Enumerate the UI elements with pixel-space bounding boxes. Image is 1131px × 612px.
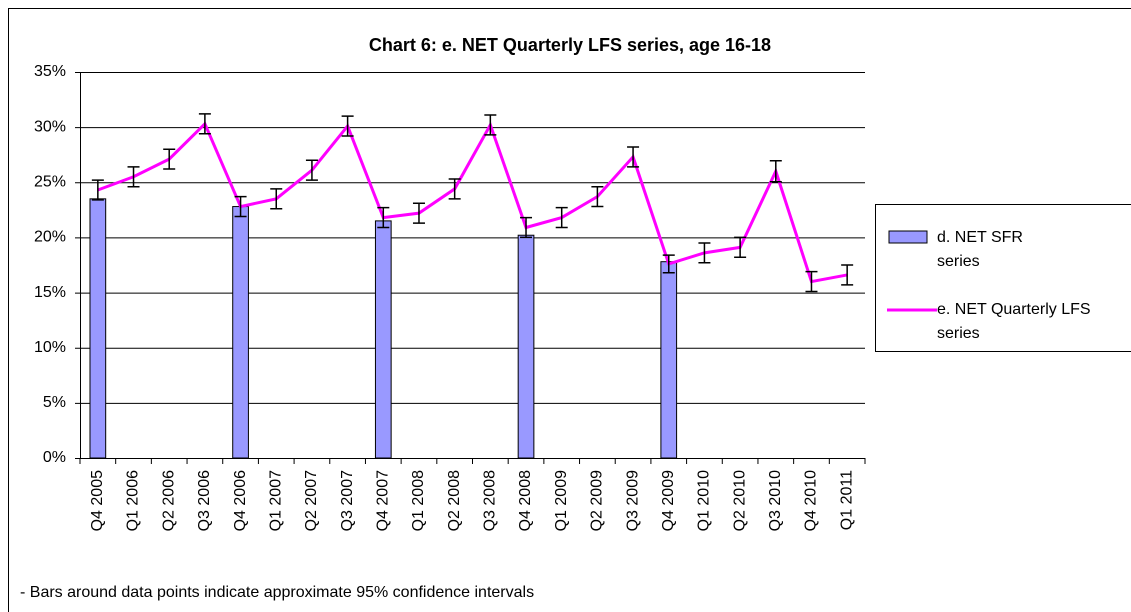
- error-bar: [448, 178, 461, 200]
- legend-label: e. NET Quarterly LFS series: [937, 301, 1091, 342]
- y-tick-label: 20%: [34, 229, 66, 246]
- error-bar: [805, 270, 818, 293]
- footnote: - Bars around data points indicate appro…: [20, 584, 534, 601]
- x-tick-label: Q1 2010: [696, 470, 713, 531]
- error-bar: [769, 160, 782, 183]
- y-tick-label: 0%: [43, 449, 66, 466]
- error-bar: [234, 195, 247, 218]
- x-tick-label: Q3 2007: [339, 470, 356, 531]
- chart-title: Chart 6: e. NET Quarterly LFS series, ag…: [369, 35, 771, 55]
- error-bar: [698, 242, 711, 264]
- x-tick-label: Q1 2011: [838, 470, 855, 530]
- x-tick-label: Q4 2009: [660, 470, 677, 531]
- line: [97, 121, 848, 284]
- error-bar: [555, 206, 568, 229]
- x-tick-label: Q2 2010: [731, 470, 748, 531]
- x-tick-label: Q2 2006: [160, 470, 177, 531]
- error-bar: [734, 236, 747, 259]
- x-tick-label: Q2 2007: [303, 470, 320, 531]
- x-tick-label: Q1 2009: [553, 470, 570, 531]
- legend-label: d. NET SFR series: [937, 229, 1023, 270]
- error-bar: [662, 254, 675, 274]
- y-tick-label: 5%: [43, 394, 66, 411]
- y-tick-label: 30%: [34, 118, 66, 135]
- x-tick-label: Q1 2006: [125, 470, 142, 531]
- x-tick-label: Q2 2008: [446, 470, 463, 531]
- bar: [89, 198, 107, 459]
- bar: [374, 220, 392, 459]
- error-bar: [91, 179, 104, 201]
- y-tick-label: 25%: [34, 174, 66, 191]
- error-bar: [484, 114, 497, 136]
- y-tick-label: 10%: [34, 339, 66, 356]
- error-bar: [270, 188, 283, 210]
- legend-box: [875, 204, 1131, 352]
- x-tick-label: Q4 2006: [232, 470, 249, 531]
- x-tick-label: Q4 2008: [517, 470, 534, 531]
- error-bar: [412, 202, 425, 224]
- error-bar: [163, 148, 176, 170]
- x-tick-label: Q4 2007: [375, 470, 392, 531]
- error-bar: [127, 166, 140, 188]
- error-bar: [627, 146, 640, 168]
- y-tick-label: 15%: [34, 284, 66, 301]
- legend-swatch: [888, 230, 928, 244]
- x-tick-label: Q3 2009: [624, 470, 641, 531]
- bar: [517, 234, 535, 459]
- error-bar: [591, 185, 604, 208]
- y-tick-label: 35%: [34, 63, 66, 80]
- x-tick-label: Q1 2007: [267, 470, 284, 531]
- error-bar: [520, 216, 533, 239]
- error-bar: [198, 113, 211, 135]
- error-bar: [841, 264, 854, 286]
- error-bar: [305, 159, 318, 181]
- x-tick-label: Q3 2008: [482, 470, 499, 531]
- x-tick-label: Q1 2008: [410, 470, 427, 531]
- x-tick-label: Q2 2009: [589, 470, 606, 531]
- error-bar: [341, 115, 354, 137]
- x-tick-label: Q4 2010: [803, 470, 820, 531]
- bar: [660, 261, 678, 459]
- x-tick-label: Q3 2006: [196, 470, 213, 531]
- x-tick-label: Q4 2005: [89, 470, 106, 531]
- bar: [232, 206, 249, 459]
- x-tick-label: Q3 2010: [767, 470, 784, 531]
- error-bar: [377, 206, 390, 229]
